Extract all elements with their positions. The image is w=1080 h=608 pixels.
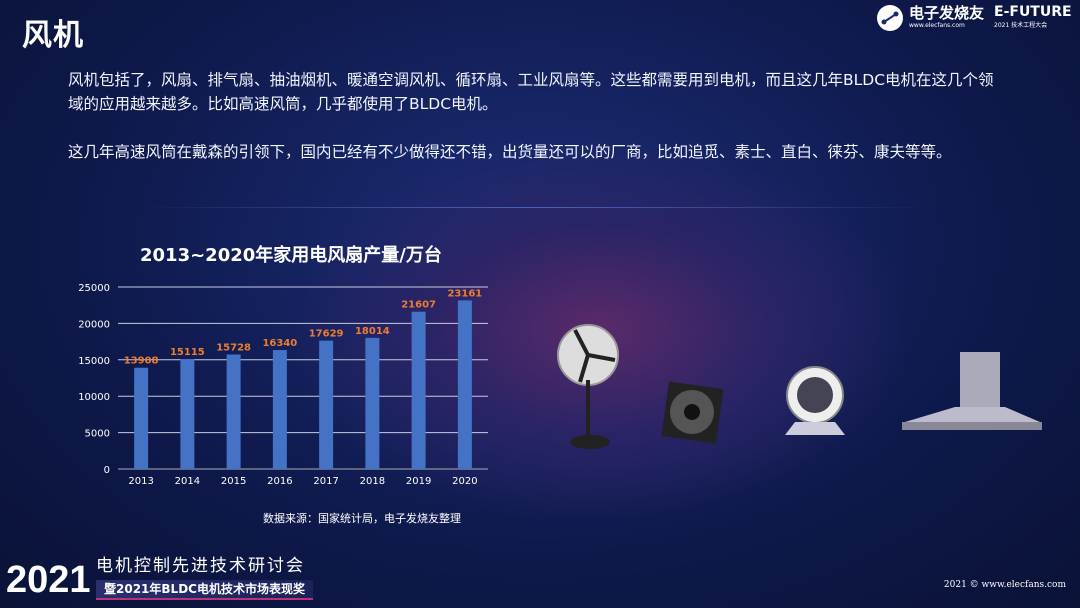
data-label: 21607 (401, 300, 436, 311)
x-tick-label: 2020 (452, 476, 477, 487)
x-tick-label: 2016 (267, 476, 292, 487)
efuture-logo-sub: 2021 技术工程大会 (994, 22, 1048, 29)
data-label: 15115 (170, 347, 205, 358)
y-tick-label: 5000 (85, 429, 110, 440)
divider (140, 207, 930, 208)
bar-chart: 0 5000 10000 15000 20000 25000 13908 2013 15115 2… (78, 283, 488, 487)
page-title: 风机 (22, 18, 84, 53)
y-tick-label: 10000 (78, 392, 110, 403)
data-label: 23161 (447, 288, 482, 299)
bar (226, 354, 241, 469)
air-circulator-image (785, 366, 845, 435)
bar (365, 337, 380, 469)
data-label: 18014 (355, 326, 390, 337)
bar (457, 300, 472, 469)
x-tick-label: 2013 (128, 476, 153, 487)
x-tick-label: 2019 (406, 476, 431, 487)
y-tick-label: 25000 (78, 283, 110, 294)
efuture-logo-text: E-FUTURE (994, 4, 1072, 20)
footer-event-title: 电机控制先进技术研讨会 (96, 556, 305, 576)
data-label: 16340 (262, 338, 297, 349)
bar (411, 311, 426, 469)
data-label: 13908 (124, 356, 159, 367)
y-tick-label: 0 (104, 465, 110, 476)
bar (134, 367, 149, 469)
y-tick-label: 15000 (78, 356, 110, 367)
bar (180, 358, 195, 469)
elecfans-logo: 电子发烧友 www.elecfans.com (876, 4, 984, 32)
range-hood-image (902, 352, 1042, 430)
axial-fan-image (661, 381, 724, 444)
bar (319, 340, 334, 469)
elecfans-logo-text: 电子发烧友 (909, 4, 985, 22)
data-label: 15728 (216, 343, 251, 354)
chart-source: 数据来源：国家统计局，电子发烧友整理 (263, 512, 461, 525)
pedestal-fan-image (557, 324, 619, 449)
bar (272, 350, 287, 469)
data-label: 17629 (309, 329, 344, 340)
chart-title: 2013~2020年家用电风扇产量/万台 (140, 245, 442, 266)
footer-year: 2021 (6, 559, 91, 601)
paragraph-1: 风机包括了，风扇、排气扇、抽油烟机、暖通空调风机、循环扇、工业风扇等。这些都需要… (68, 71, 994, 113)
footer-event-subtitle: 暨2021年BLDC电机技术市场表现奖 (96, 580, 313, 600)
x-tick-label: 2014 (175, 476, 200, 487)
paragraph-2: 这几年高速风筒在戴森的引领下，国内已经有不少做得还不错，出货量还可以的厂商，比如… (68, 143, 952, 161)
efuture-logo: E-FUTURE 2021 技术工程大会 (994, 4, 1072, 30)
fan-product-images (557, 324, 1042, 449)
copyright: 2021 © www.elecfans.com (943, 580, 1066, 590)
elecfans-logo-url: www.elecfans.com (909, 22, 965, 29)
x-tick-label: 2015 (221, 476, 246, 487)
elecfans-logo-icon (877, 5, 903, 31)
y-tick-label: 20000 (78, 319, 110, 330)
x-tick-label: 2017 (313, 476, 338, 487)
x-tick-label: 2018 (360, 476, 385, 487)
